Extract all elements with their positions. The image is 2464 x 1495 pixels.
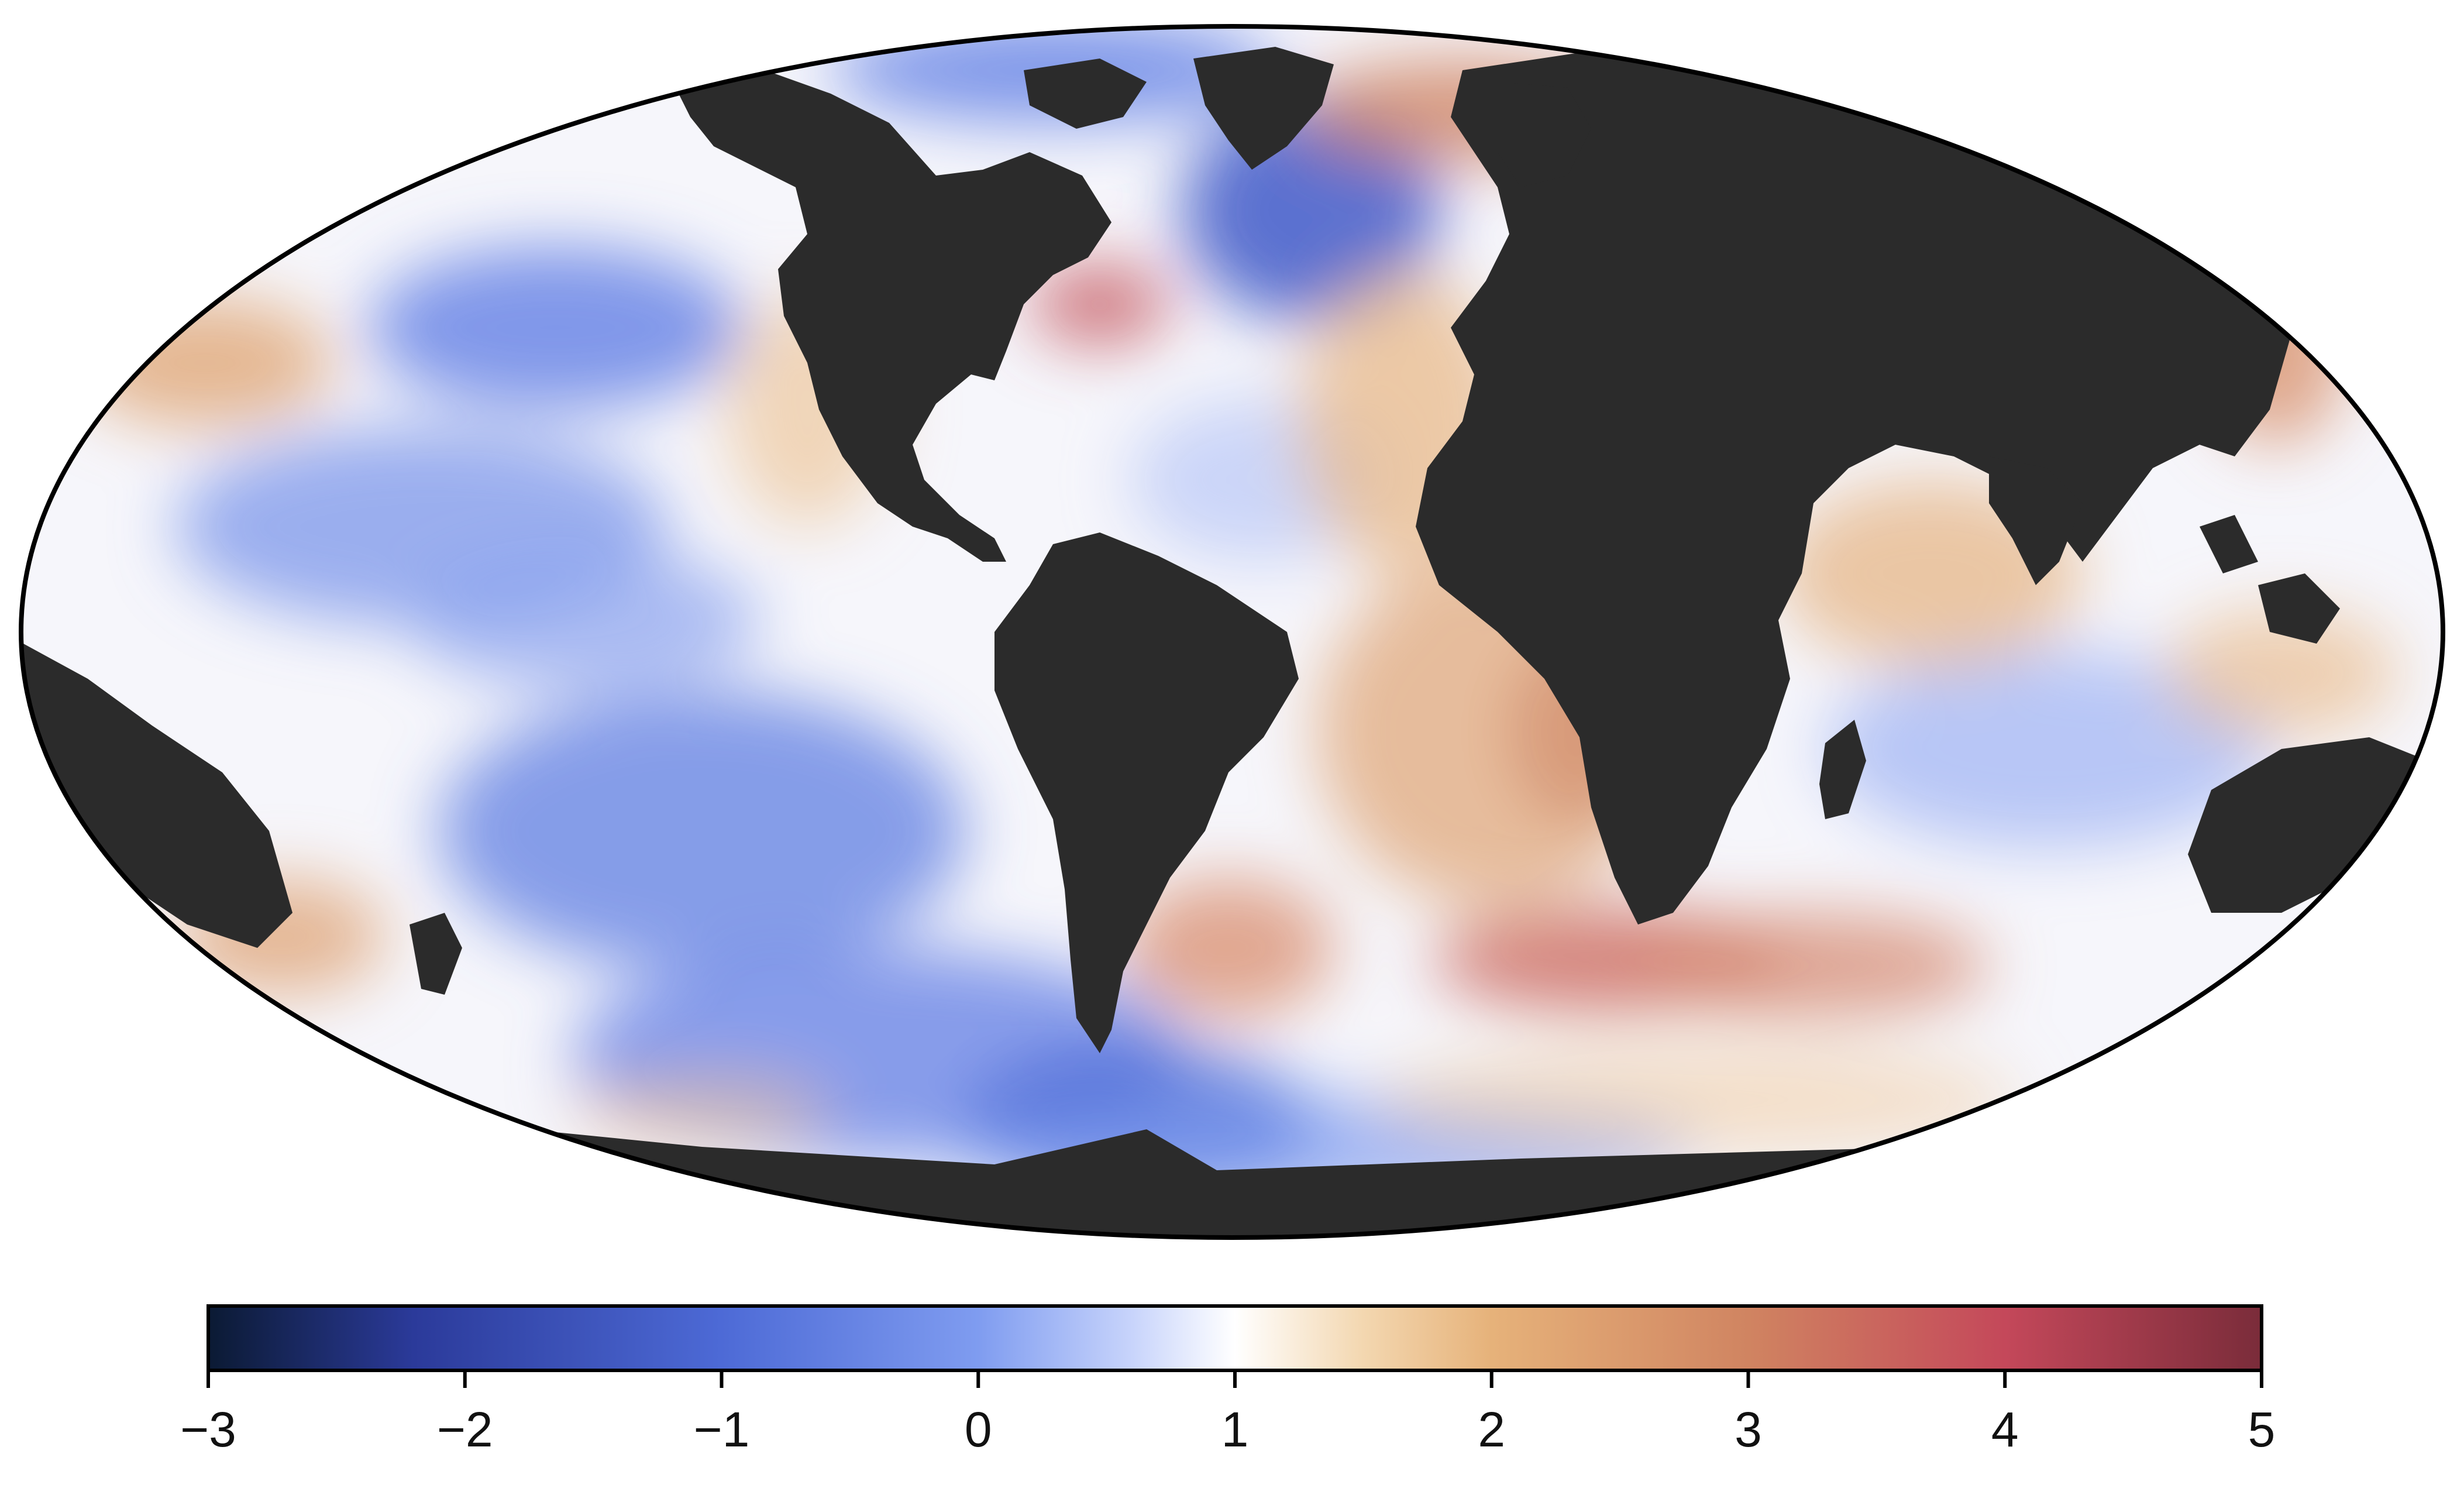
colorbar: −3 −2 −1 0 1 2 3 4 5 xyxy=(180,1304,2275,1457)
colorbar-tick-label: 0 xyxy=(965,1402,992,1457)
colorbar-tick-label: −2 xyxy=(437,1402,493,1457)
anomaly-patch-antarctic-warm xyxy=(1375,1047,2018,1153)
anomaly-patch-gulf-stream xyxy=(1030,263,1170,345)
anomaly-patch-south-pacific xyxy=(439,690,965,971)
land-iceland-scandinavia xyxy=(1498,82,1591,187)
colorbar-ticks: −3 −2 −1 0 1 2 3 4 5 xyxy=(180,1370,2275,1457)
colorbar-tick-label: 5 xyxy=(2248,1402,2276,1457)
land-india xyxy=(1989,456,2083,585)
land-australia-east xyxy=(2188,737,2428,913)
land-south-america xyxy=(994,532,1299,1053)
colorbar-tick-label: 4 xyxy=(1991,1402,2019,1457)
anomaly-patch-west-pacific xyxy=(76,298,333,427)
colorbar-gradient xyxy=(207,1304,2263,1372)
land-eurasia-africa xyxy=(1416,41,2369,925)
anomaly-patch-south-pacific-warm xyxy=(573,1077,831,1147)
anomaly-patch-tropical-pacific xyxy=(409,550,760,690)
anomaly-patch-australia-east xyxy=(2164,609,2398,737)
land-north-america xyxy=(673,64,1111,562)
anomaly-patch-north-pacific xyxy=(369,246,743,410)
colorbar-tick-label: 1 xyxy=(1221,1402,1249,1457)
anomaly-patch-south-indian xyxy=(1638,913,1989,1018)
globe xyxy=(19,24,2445,1240)
land-greenland xyxy=(1193,47,1334,170)
land-madagascar xyxy=(1819,720,1866,819)
colorbar-tick-label: 2 xyxy=(1478,1402,1505,1457)
land-arctic-islands xyxy=(1024,59,1147,129)
anomaly-patch-argentine xyxy=(1123,878,1334,1018)
colorbar-tick-label: 3 xyxy=(1735,1402,1762,1457)
land-new-zealand xyxy=(409,913,462,995)
anomaly-patch-indian-south xyxy=(1825,649,2270,848)
land-southeast-asia-islands xyxy=(2200,515,2340,644)
globe-border xyxy=(19,24,2445,1240)
land-australia-west xyxy=(23,644,292,948)
colorbar-tick-label: −1 xyxy=(694,1402,750,1457)
colorbar-tick-label: −3 xyxy=(180,1402,236,1457)
